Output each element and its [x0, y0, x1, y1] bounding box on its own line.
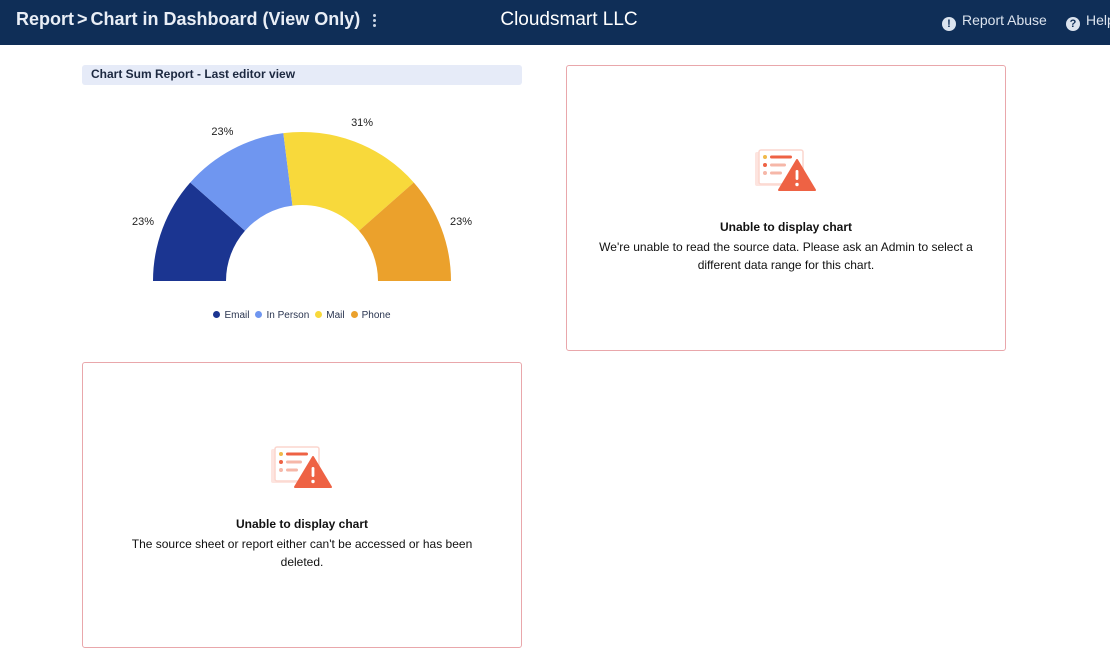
- slice-in-person[interactable]: [190, 133, 293, 231]
- data-label: 23%: [211, 126, 233, 138]
- vertical-ellipsis-icon[interactable]: [371, 12, 377, 29]
- slice-phone[interactable]: [359, 182, 451, 281]
- data-label: 23%: [132, 216, 154, 228]
- data-label: 23%: [450, 216, 472, 228]
- legend-swatch: [350, 311, 358, 318]
- error-title: Unable to display chart: [719, 220, 853, 234]
- legend-item[interactable]: In Person: [255, 310, 309, 321]
- legend-item[interactable]: Mail: [315, 310, 345, 321]
- report-abuse-button[interactable]: ! Report Abuse: [942, 12, 1047, 31]
- chart-warning-icon: [271, 446, 332, 488]
- data-label: 31%: [351, 117, 373, 129]
- legend-swatch: [213, 311, 221, 318]
- half-donut-chart: 23% 23% 31% 23%: [132, 117, 472, 281]
- help-label: Help: [1086, 12, 1110, 28]
- breadcrumb-page: Chart in Dashboard (View Only): [90, 9, 361, 29]
- breadcrumb-root[interactable]: Report: [16, 9, 74, 29]
- error-message: We're unable to read the source data. Pl…: [599, 240, 973, 272]
- legend-label: In Person: [266, 310, 310, 321]
- legend-item[interactable]: Email: [213, 310, 249, 321]
- top-bar: Report > Chart in Dashboard (View Only) Cl…: [0, 0, 1110, 45]
- slice-email[interactable]: [153, 182, 245, 281]
- error-title: Unable to display chart: [235, 517, 369, 531]
- breadcrumb-separator: >: [77, 9, 88, 29]
- error-message: The source sheet or report either can't …: [131, 537, 473, 569]
- report-abuse-label: Report Abuse: [962, 12, 1047, 28]
- error-card-data-range: Unable to display chart We're unable to …: [566, 65, 1006, 351]
- legend-label: Phone: [361, 310, 391, 321]
- chart-widget-title: Chart Sum Report - Last editor view: [82, 65, 522, 85]
- help-button[interactable]: ? Help: [1066, 12, 1110, 31]
- legend-item[interactable]: Phone: [350, 310, 391, 321]
- exclamation-circle-icon: !: [942, 17, 956, 31]
- chart-warning-icon: [755, 149, 816, 191]
- legend-swatch: [255, 311, 263, 318]
- chart-legend: Email In Person Mail Phone: [82, 310, 522, 321]
- breadcrumb: Report > Chart in Dashboard (View Only): [16, 9, 377, 30]
- legend-swatch: [315, 311, 323, 318]
- legend-label: Mail: [326, 310, 345, 321]
- question-circle-icon: ?: [1066, 17, 1080, 31]
- error-card-source-missing: Unable to display chart The source sheet…: [82, 362, 522, 648]
- slice-mail[interactable]: [283, 132, 414, 231]
- legend-label: Email: [224, 310, 250, 321]
